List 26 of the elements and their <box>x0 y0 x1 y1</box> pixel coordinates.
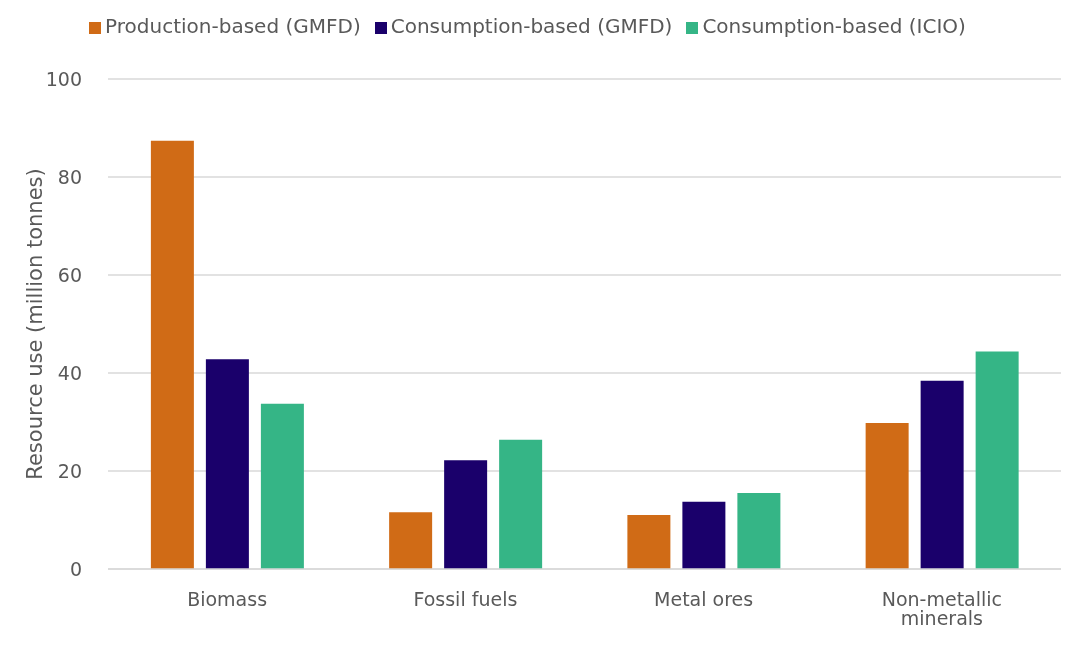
y-tick-label: 80 <box>57 165 82 188</box>
legend-label: Production-based (GMFD) <box>105 14 361 38</box>
bar <box>260 403 304 569</box>
x-tick-label: Biomass <box>187 588 268 611</box>
bar <box>150 140 194 569</box>
bar <box>627 515 671 569</box>
bar <box>205 359 249 569</box>
bar <box>682 501 726 569</box>
bar <box>865 422 909 569</box>
bar <box>737 493 781 569</box>
legend-label: Consumption-based (GMFD) <box>390 14 673 38</box>
bar <box>920 380 964 569</box>
y-tick-label: 60 <box>57 263 82 286</box>
y-tick-label: 40 <box>57 361 82 384</box>
x-tick-label: Metal ores <box>654 588 754 611</box>
y-tick-label: 100 <box>45 67 82 90</box>
bar <box>499 439 543 569</box>
y-axis-title: Resource use (million tonnes) <box>23 168 48 480</box>
bar <box>389 512 433 569</box>
x-tick-label: Fossil fuels <box>413 588 518 611</box>
y-tick-label: 0 <box>69 557 82 580</box>
x-tick-label: Non-metallic minerals <box>881 588 1003 630</box>
legend-label: Consumption-based (ICIO) <box>702 14 966 38</box>
bar <box>444 460 488 569</box>
bar <box>975 351 1019 569</box>
y-tick-label: 20 <box>57 459 82 482</box>
